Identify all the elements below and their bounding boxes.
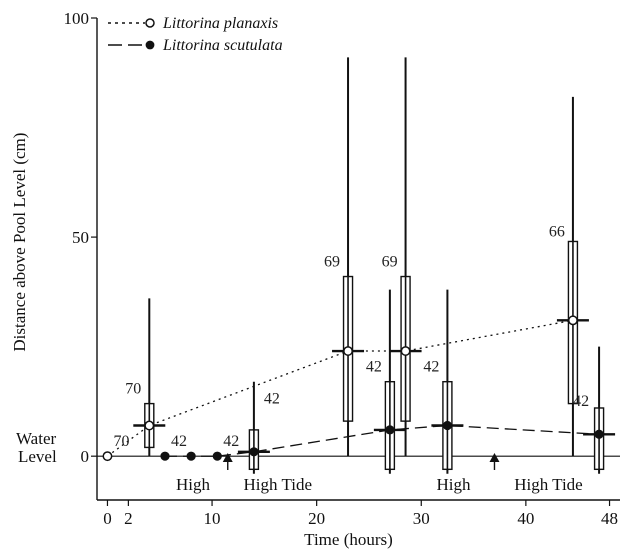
series-0: 70 70 69 69 66 xyxy=(102,57,589,462)
water-level-label: Water xyxy=(16,429,56,448)
x-tick-label: 10 xyxy=(204,509,221,528)
data-point xyxy=(144,420,155,431)
data-point xyxy=(186,451,196,461)
water-level-label: Level xyxy=(18,447,57,466)
sample-size-label: 69 xyxy=(382,254,398,271)
x-tick-label: 30 xyxy=(413,509,430,528)
data-point xyxy=(594,429,604,439)
legend-marker xyxy=(145,18,155,28)
tide-label: High Tide xyxy=(244,475,313,494)
sample-size-label: 42 xyxy=(264,391,280,408)
legend-label: Littorina planaxis xyxy=(162,15,278,32)
tide-arrow-head xyxy=(222,453,233,462)
sample-size-label: 70 xyxy=(113,433,129,450)
x-tick-label: 48 xyxy=(601,509,618,528)
legend: Littorina planaxis Littorina scutulata xyxy=(108,15,283,54)
sample-size-label: 42 xyxy=(171,433,187,450)
sample-size-label: 70 xyxy=(125,381,141,398)
data-point xyxy=(442,420,453,431)
tide-arrow-head xyxy=(489,453,500,462)
data-point xyxy=(567,315,578,326)
data-point xyxy=(160,451,170,461)
x-tick-label: 2 xyxy=(124,509,133,528)
sample-size-label: 42 xyxy=(573,393,589,410)
series-marks: 70 70 69 69 66 42 42 42 42 42 42 xyxy=(102,57,616,474)
sample-size-label: 42 xyxy=(223,433,239,450)
series-1: 42 42 42 42 42 42 xyxy=(160,289,616,474)
x-tick-label: 40 xyxy=(517,509,534,528)
data-point xyxy=(249,447,259,457)
y-axis-title: Distance above Pool Level (cm) xyxy=(10,133,29,352)
y-tick-label: 50 xyxy=(72,228,89,247)
legend-label: Littorina scutulata xyxy=(162,37,283,54)
x-axis-title: Time (hours) xyxy=(304,530,393,549)
data-point xyxy=(212,451,222,461)
tide-annotations: High High Tide High High Tide xyxy=(176,453,583,494)
sample-size-label: 42 xyxy=(423,359,439,376)
data-point xyxy=(385,425,395,435)
x-tick-label: 20 xyxy=(308,509,325,528)
tide-label: High xyxy=(436,475,471,494)
y-tick-label: 0 xyxy=(81,447,90,466)
sample-size-label: 69 xyxy=(324,254,340,271)
x-tick-label: 0 xyxy=(103,509,112,528)
y-tick-label: 100 xyxy=(64,9,90,28)
tide-label: High Tide xyxy=(514,475,583,494)
legend-marker xyxy=(145,40,155,50)
data-point xyxy=(343,346,353,356)
tide-label: High xyxy=(176,475,211,494)
data-point xyxy=(400,346,411,356)
data-point xyxy=(102,451,113,462)
sample-size-label: 66 xyxy=(549,223,565,240)
sample-size-label: 42 xyxy=(366,359,382,376)
